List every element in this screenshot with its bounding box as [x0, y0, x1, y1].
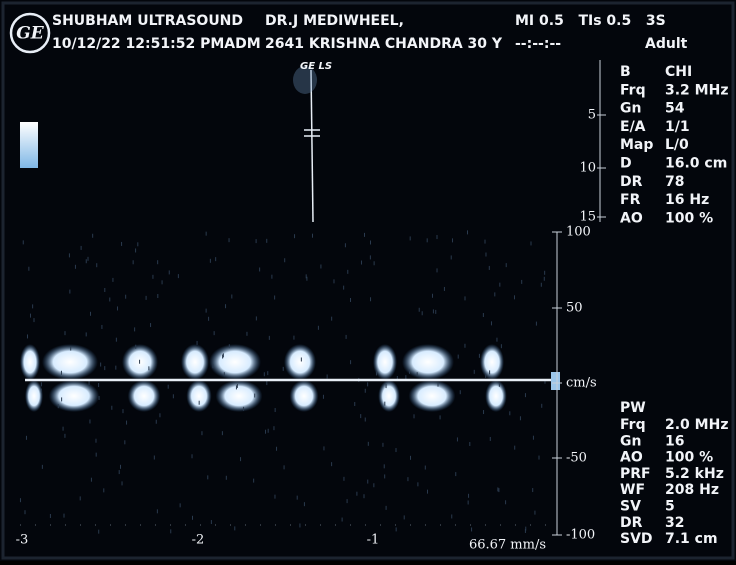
param-label: D — [620, 156, 632, 172]
param-value: 5.2 kHz — [665, 466, 724, 482]
datetime: 10/12/22 12:51:52 PMADM — [52, 36, 261, 52]
param-label: Frq — [620, 82, 646, 98]
param-value: 16.0 cm — [665, 156, 727, 172]
param-value: 7.1 cm — [665, 531, 718, 547]
param-label: E/A — [620, 119, 646, 135]
flow-above — [402, 344, 454, 380]
flow-below — [409, 380, 456, 412]
param-label: Map — [620, 137, 653, 153]
flow-above — [42, 344, 98, 380]
depth-label: 5 — [588, 108, 596, 123]
flow-below — [128, 380, 160, 412]
flow-below — [25, 380, 43, 412]
time-label: -3 — [16, 533, 29, 548]
param-value: 208 Hz — [665, 482, 719, 498]
param-label: AO — [620, 210, 643, 226]
param-value: CHI — [665, 64, 692, 80]
pw-title: PW — [620, 400, 646, 416]
flow-below — [290, 380, 319, 412]
param-label: SV — [620, 499, 641, 515]
param-value: 54 — [665, 101, 685, 117]
param-label: DR — [620, 174, 643, 190]
param-label: SVD — [620, 531, 653, 547]
depth-label: 10 — [579, 161, 596, 176]
indices: MI 0.5 TIs 0.5 3S — [515, 13, 666, 29]
param-value: L/0 — [665, 137, 689, 153]
param-value: 78 — [665, 174, 684, 190]
depth-label: 15 — [579, 210, 596, 225]
flow-above — [20, 344, 40, 380]
velocity-label: 100 — [566, 225, 591, 240]
param-label: FR — [620, 192, 641, 208]
param-label: Frq — [620, 417, 646, 433]
flow-above — [209, 344, 261, 380]
param-label: Gn — [620, 101, 641, 117]
preset: Adult — [645, 36, 688, 52]
timer: --:--:-- — [515, 36, 561, 52]
time-label: -1 — [367, 533, 380, 548]
param-label: PRF — [620, 466, 651, 482]
param-value: 2.0 MHz — [665, 417, 728, 433]
param-value: 3.2 MHz — [665, 82, 728, 98]
param-value: 1/1 — [665, 119, 690, 135]
param-value: 100 % — [665, 210, 713, 226]
gray-bar — [20, 122, 38, 168]
velocity-label: 50 — [566, 301, 583, 316]
flow-below — [186, 380, 211, 412]
probe-mark: GE LS — [300, 61, 332, 72]
baseline-handle — [551, 372, 560, 390]
logo-text: GE — [16, 24, 45, 44]
time-label: -2 — [192, 533, 205, 548]
flow-below — [378, 380, 400, 412]
sweep-speed: 66.67 mm/s — [469, 538, 546, 553]
clinic: SHUBHAM ULTRASOUND — [52, 13, 243, 29]
param-label: WF — [620, 482, 645, 498]
flow-below — [49, 380, 99, 412]
doctor: DR.J MEDIWHEEL, — [265, 13, 404, 29]
param-label: AO — [620, 450, 643, 466]
flow-below — [216, 380, 263, 412]
flow-below — [485, 380, 507, 412]
patient: 2641 KRISHNA CHANDRA 30 Y — [265, 36, 503, 52]
param-value: 16 — [665, 433, 684, 449]
velocity-label: -100 — [566, 528, 595, 543]
param-label: DR — [620, 515, 643, 531]
param-label: Gn — [620, 433, 641, 449]
param-value: 100 % — [665, 450, 713, 466]
flow-above — [181, 344, 209, 380]
flow-above — [284, 344, 316, 380]
velocity-label: cm/s — [566, 376, 597, 391]
velocity-label: -50 — [566, 451, 587, 466]
param-value: 5 — [665, 499, 675, 515]
flow-above — [480, 344, 504, 380]
param-value: 16 Hz — [665, 192, 709, 208]
param-value: 32 — [665, 515, 684, 531]
param-label: B — [620, 64, 631, 80]
